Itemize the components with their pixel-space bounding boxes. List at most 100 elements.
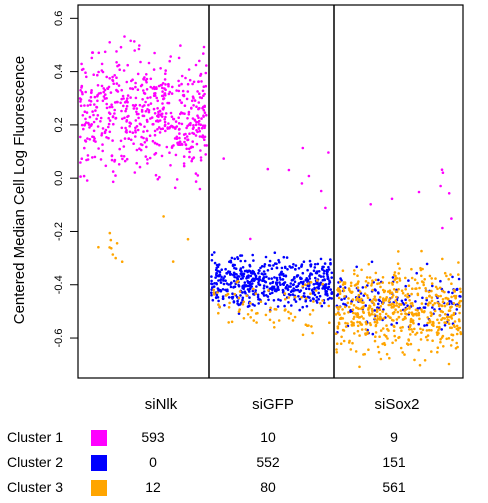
data-point — [297, 282, 301, 285]
data-point — [251, 253, 254, 257]
data-point — [126, 100, 129, 104]
data-point — [140, 135, 143, 139]
data-point — [233, 292, 237, 296]
data-point — [382, 297, 385, 300]
data-point — [397, 305, 401, 309]
data-point — [396, 310, 400, 314]
data-point — [121, 117, 124, 121]
data-point — [351, 308, 355, 312]
data-point — [236, 277, 240, 281]
data-point — [364, 304, 368, 307]
table-cell: 151 — [382, 454, 406, 470]
data-point — [279, 299, 282, 302]
data-point — [202, 108, 206, 112]
data-point — [234, 267, 238, 271]
data-point — [425, 296, 428, 300]
data-point — [239, 268, 242, 272]
data-point — [289, 282, 293, 285]
data-point — [255, 285, 258, 288]
data-point — [373, 313, 376, 316]
data-point — [396, 262, 400, 266]
data-point — [443, 271, 447, 275]
data-point — [146, 108, 149, 111]
data-point — [268, 310, 272, 313]
data-point — [192, 124, 195, 127]
data-point — [441, 298, 445, 301]
data-point — [292, 263, 295, 266]
data-point — [395, 277, 399, 280]
data-point — [316, 262, 320, 266]
data-point — [408, 299, 411, 302]
data-point — [252, 319, 256, 322]
data-point — [161, 90, 164, 93]
data-point — [265, 294, 268, 297]
data-point — [285, 284, 289, 287]
data-point — [308, 259, 312, 263]
data-point — [242, 300, 245, 304]
data-point — [414, 333, 417, 336]
data-point — [262, 284, 266, 288]
data-point — [161, 86, 164, 90]
data-point — [256, 295, 260, 299]
data-point — [134, 85, 137, 89]
data-point — [353, 272, 356, 276]
data-point — [223, 304, 226, 307]
data-point — [144, 100, 147, 104]
data-point — [180, 111, 183, 114]
data-point — [258, 275, 262, 279]
data-point — [334, 332, 338, 336]
data-point — [221, 288, 225, 291]
data-point — [374, 335, 377, 339]
data-point — [177, 79, 180, 83]
data-point — [401, 291, 405, 295]
data-point — [108, 105, 112, 109]
data-point — [185, 126, 188, 130]
data-point — [317, 270, 321, 273]
data-point — [154, 92, 157, 95]
data-point — [267, 264, 271, 267]
data-point — [450, 282, 453, 286]
data-point — [147, 61, 151, 65]
data-point — [337, 287, 340, 290]
data-point — [371, 288, 374, 292]
data-point — [367, 311, 371, 314]
data-point — [394, 308, 397, 312]
data-point — [169, 111, 173, 115]
data-point — [224, 294, 228, 297]
data-point — [135, 107, 139, 110]
data-point — [441, 226, 444, 230]
data-point — [230, 256, 234, 260]
data-point — [413, 312, 416, 316]
data-point — [226, 288, 229, 292]
data-point — [370, 282, 374, 285]
data-point — [79, 135, 82, 139]
data-point — [221, 295, 225, 298]
data-point — [278, 276, 282, 279]
data-point — [395, 295, 398, 299]
data-point — [142, 77, 145, 81]
data-point — [433, 302, 437, 305]
data-point — [197, 107, 200, 111]
data-point — [270, 267, 274, 271]
data-point — [326, 277, 330, 281]
data-point — [189, 123, 192, 127]
data-point — [449, 326, 452, 330]
data-point — [157, 84, 161, 88]
data-point — [301, 146, 305, 150]
data-point — [417, 311, 421, 315]
data-point — [114, 256, 117, 260]
data-point — [385, 296, 389, 299]
data-point — [322, 275, 325, 278]
data-point — [198, 187, 202, 191]
data-point — [382, 308, 385, 311]
data-point — [296, 288, 300, 292]
data-point — [198, 129, 201, 133]
data-point — [355, 296, 359, 300]
data-point — [249, 301, 252, 305]
data-point — [161, 102, 164, 105]
data-point — [287, 301, 290, 304]
data-point — [357, 293, 361, 297]
data-point — [126, 63, 129, 67]
data-point — [443, 304, 447, 308]
data-point — [180, 122, 184, 126]
